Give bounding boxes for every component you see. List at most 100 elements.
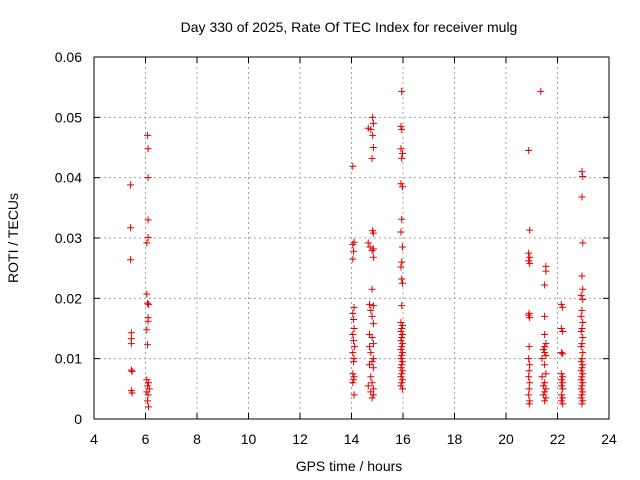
data-point xyxy=(579,379,587,387)
data-point xyxy=(398,183,406,191)
data-point xyxy=(367,306,375,314)
data-point xyxy=(368,154,376,162)
data-point xyxy=(542,267,550,275)
data-point xyxy=(144,382,152,390)
data-point xyxy=(398,343,406,351)
data-point xyxy=(526,259,534,267)
data-point xyxy=(542,385,550,393)
data-point xyxy=(577,291,585,299)
data-point xyxy=(127,256,135,264)
data-point xyxy=(525,391,533,399)
data-point xyxy=(367,125,375,133)
data-point xyxy=(364,239,372,247)
data-point xyxy=(541,361,549,369)
data-point xyxy=(559,373,567,381)
data-point xyxy=(397,180,405,188)
plot-frame xyxy=(93,56,610,420)
data-point xyxy=(579,349,587,357)
data-point xyxy=(369,144,377,151)
data-point xyxy=(578,382,586,390)
data-point xyxy=(578,272,586,280)
data-point xyxy=(398,358,406,366)
data-points xyxy=(127,87,587,411)
data-point xyxy=(559,303,567,311)
y-tick-label: 0.04 xyxy=(55,170,82,186)
data-point xyxy=(366,243,374,251)
data-point xyxy=(579,318,587,326)
data-point xyxy=(143,326,151,334)
data-point xyxy=(577,385,585,393)
data-point xyxy=(557,382,565,390)
data-point xyxy=(525,367,533,375)
data-point xyxy=(397,122,405,130)
data-point xyxy=(559,400,567,408)
data-point xyxy=(398,302,406,310)
data-point xyxy=(398,361,406,369)
data-point xyxy=(398,379,406,387)
data-point xyxy=(144,233,152,241)
data-point xyxy=(579,388,587,396)
x-tick-label: 12 xyxy=(292,431,308,447)
data-point xyxy=(127,224,135,232)
data-point xyxy=(397,328,405,336)
x-tick-label: 22 xyxy=(550,431,566,447)
data-point xyxy=(541,281,549,289)
data-point xyxy=(542,370,550,378)
y-tick-label: 0.03 xyxy=(55,230,82,246)
data-point xyxy=(398,154,406,162)
data-point xyxy=(579,370,587,378)
data-point xyxy=(144,131,152,139)
data-point xyxy=(350,376,358,384)
data-point xyxy=(397,337,405,345)
data-point xyxy=(350,337,358,345)
data-point xyxy=(578,193,586,201)
data-point xyxy=(579,397,587,405)
x-tick-label: 4 xyxy=(90,431,98,447)
data-point xyxy=(350,391,358,399)
data-point xyxy=(579,285,587,293)
data-point xyxy=(541,349,549,357)
data-point xyxy=(398,243,406,251)
data-point xyxy=(557,391,565,399)
data-point xyxy=(366,343,374,351)
data-point xyxy=(525,373,533,381)
data-point xyxy=(557,325,565,332)
data-point xyxy=(398,87,406,95)
grid-layer xyxy=(94,57,609,419)
data-point xyxy=(364,382,372,390)
data-point xyxy=(559,328,567,336)
data-point xyxy=(367,349,375,357)
data-point xyxy=(349,370,357,378)
data-point xyxy=(579,334,587,342)
data-point xyxy=(579,172,587,180)
data-point xyxy=(144,317,152,325)
data-point xyxy=(350,247,358,255)
data-point xyxy=(525,249,533,257)
data-point xyxy=(579,239,587,247)
x-axis-label: GPS time / hours xyxy=(296,458,403,474)
data-point xyxy=(397,318,405,326)
data-point xyxy=(143,239,151,247)
data-point xyxy=(127,340,135,348)
data-point xyxy=(366,300,374,308)
x-tick-label: 18 xyxy=(447,431,463,447)
data-point xyxy=(128,389,136,397)
data-point xyxy=(578,373,586,381)
data-point xyxy=(128,367,136,375)
data-point xyxy=(557,370,565,378)
x-tick-label: 6 xyxy=(142,431,150,447)
data-point xyxy=(369,131,377,139)
data-point xyxy=(578,325,586,332)
y-tick-label: 0 xyxy=(74,411,82,427)
data-point xyxy=(369,253,377,261)
data-point xyxy=(350,358,358,366)
x-tick-label: 10 xyxy=(241,431,257,447)
data-point xyxy=(398,331,406,339)
data-point xyxy=(397,364,405,372)
data-point xyxy=(368,394,376,402)
data-point xyxy=(143,376,151,384)
data-point xyxy=(525,309,533,317)
data-point xyxy=(526,226,534,234)
data-point xyxy=(369,113,377,121)
y-tick-label: 0.02 xyxy=(55,290,82,306)
